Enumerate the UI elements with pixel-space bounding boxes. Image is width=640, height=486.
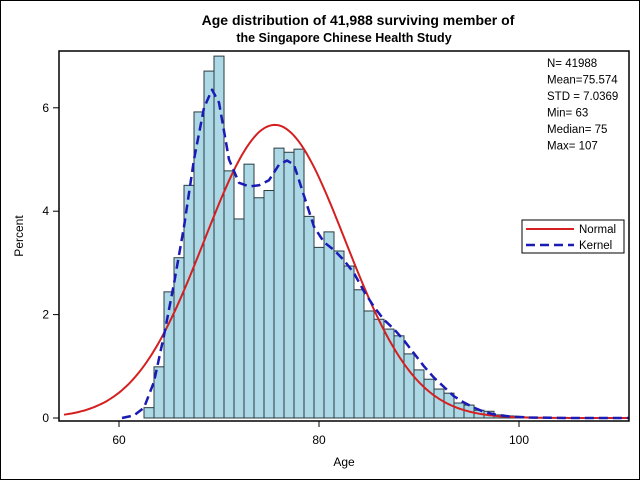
curves [63, 88, 629, 420]
chart-subtitle: the Singapore Chinese Health Study [236, 31, 451, 45]
x-tick-label: 80 [312, 433, 326, 447]
histogram-bar [393, 335, 405, 419]
histogram-bar [433, 388, 445, 419]
histogram-bar [363, 310, 375, 419]
histogram-bar [373, 318, 385, 419]
histogram-bar [423, 378, 435, 419]
x-tick-label: 100 [509, 433, 529, 447]
histogram-bar [213, 55, 225, 419]
plot-frame [58, 50, 630, 422]
x-tick-label: 60 [112, 433, 126, 447]
axes: 60 80 100 0 2 4 6 [42, 101, 529, 447]
histogram-bar [303, 215, 315, 419]
stats-box: N= 41988 Mean=75.574 STD = 7.0369 Min= 63 Me… [547, 58, 618, 153]
histogram-bar [203, 70, 215, 419]
histogram-bar [273, 147, 285, 419]
histogram-bar [383, 328, 395, 419]
histogram-bar [263, 190, 275, 419]
legend: Normal Kernel [521, 219, 625, 254]
y-tick-label: 2 [42, 308, 49, 322]
histogram-bar [323, 231, 335, 419]
y-tick-label: 4 [42, 204, 49, 218]
histogram-bar [313, 246, 325, 419]
histogram-bar [233, 218, 245, 419]
stat-line: STD = 7.0369 [547, 91, 618, 103]
histogram-bar [163, 291, 175, 419]
legend-normal-label: Normal [579, 224, 616, 236]
histogram-bar [283, 151, 295, 419]
x-axis-label: Age [333, 455, 355, 469]
stat-line: N= 41988 [547, 58, 597, 70]
legend-kernel-label: Kernel [579, 240, 612, 252]
legend-box [521, 219, 625, 254]
chart-title: Age distribution of 41,988 surviving mem… [202, 12, 515, 28]
histogram-bar [293, 148, 305, 419]
stat-line: Max= 107 [547, 141, 598, 153]
histogram-bar [403, 353, 415, 419]
stat-line: Mean=75.574 [547, 75, 618, 87]
kernel-curve [121, 88, 629, 420]
histogram-bar [243, 163, 255, 419]
y-tick-label: 6 [42, 101, 49, 115]
histogram-bar [333, 250, 345, 419]
histogram-bar [353, 289, 365, 419]
stat-line: Median= 75 [547, 124, 607, 136]
y-axis-label: Percent [12, 215, 26, 257]
histogram-bar [223, 170, 235, 419]
bars [143, 55, 535, 419]
histogram-bar [343, 265, 355, 419]
histogram-bar [143, 407, 155, 419]
y-tick-label: 0 [42, 411, 49, 425]
histogram-bar [253, 197, 265, 419]
stat-line: Min= 63 [547, 108, 588, 120]
